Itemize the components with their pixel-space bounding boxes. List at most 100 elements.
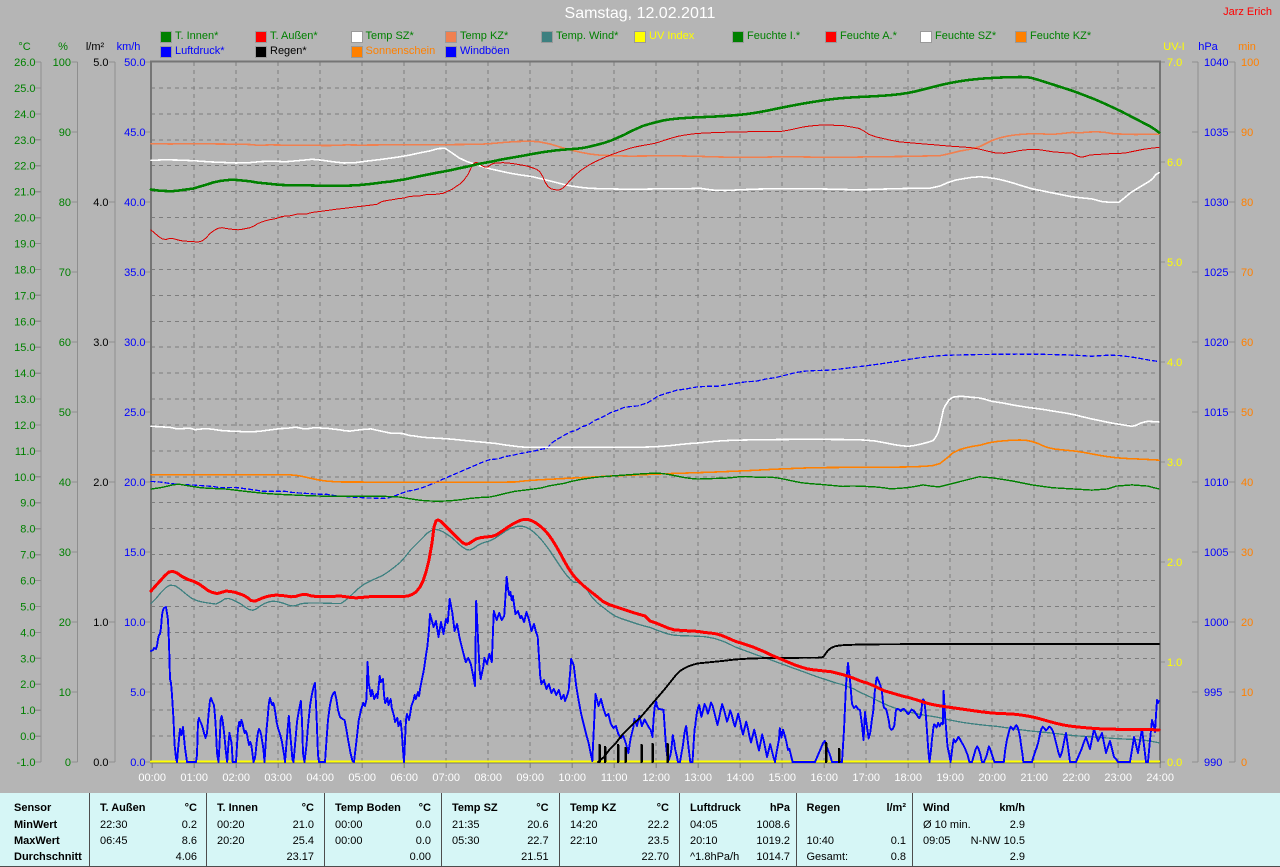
svg-text:25.0: 25.0 <box>14 83 35 95</box>
svg-text:10.0: 10.0 <box>124 617 145 629</box>
svg-text:0.0: 0.0 <box>20 731 35 743</box>
svg-text:40.0: 40.0 <box>124 197 145 209</box>
svg-text:24:00: 24:00 <box>1146 772 1174 784</box>
svg-text:6.0: 6.0 <box>1167 157 1182 169</box>
svg-text:50: 50 <box>1241 407 1253 419</box>
svg-text:80: 80 <box>59 197 71 209</box>
svg-text:0: 0 <box>65 757 71 769</box>
svg-text:-1.0: -1.0 <box>17 757 36 769</box>
svg-text:23:00: 23:00 <box>1104 772 1132 784</box>
svg-text:50.0: 50.0 <box>124 57 145 69</box>
svg-text:00:00: 00:00 <box>138 772 166 784</box>
svg-text:km/h: km/h <box>117 41 141 53</box>
svg-text:990: 990 <box>1204 757 1222 769</box>
svg-text:50: 50 <box>59 407 71 419</box>
svg-text:40: 40 <box>59 477 71 489</box>
svg-text:0: 0 <box>1241 757 1247 769</box>
svg-text:1.0: 1.0 <box>1167 657 1182 669</box>
svg-text:09:00: 09:00 <box>516 772 544 784</box>
svg-text:1.0: 1.0 <box>93 617 108 629</box>
svg-text:17.0: 17.0 <box>14 290 35 302</box>
svg-text:1025: 1025 <box>1204 267 1228 279</box>
svg-text:13:00: 13:00 <box>684 772 712 784</box>
svg-text:15:00: 15:00 <box>768 772 796 784</box>
svg-text:30.0: 30.0 <box>124 337 145 349</box>
svg-text:15.0: 15.0 <box>124 547 145 559</box>
svg-text:3.0: 3.0 <box>93 337 108 349</box>
svg-text:20: 20 <box>1241 617 1253 629</box>
svg-text:30: 30 <box>1241 547 1253 559</box>
svg-text:14:00: 14:00 <box>726 772 754 784</box>
svg-text:2.0: 2.0 <box>20 679 35 691</box>
svg-text:70: 70 <box>59 267 71 279</box>
svg-text:17:00: 17:00 <box>852 772 880 784</box>
svg-text:80: 80 <box>1241 197 1253 209</box>
svg-text:24.0: 24.0 <box>14 109 35 121</box>
svg-text:20:00: 20:00 <box>978 772 1006 784</box>
svg-text:9.0: 9.0 <box>20 498 35 510</box>
svg-text:5.0: 5.0 <box>93 57 108 69</box>
svg-text:02:00: 02:00 <box>222 772 250 784</box>
svg-text:01:00: 01:00 <box>180 772 208 784</box>
svg-text:5.0: 5.0 <box>1167 257 1182 269</box>
svg-text:30: 30 <box>59 547 71 559</box>
svg-text:19:00: 19:00 <box>936 772 964 784</box>
svg-text:45.0: 45.0 <box>124 127 145 139</box>
svg-text:1030: 1030 <box>1204 197 1228 209</box>
svg-text:6.0: 6.0 <box>20 576 35 588</box>
svg-text:11:00: 11:00 <box>601 772 628 784</box>
svg-text:995: 995 <box>1204 687 1222 699</box>
svg-text:1.0: 1.0 <box>20 705 35 717</box>
svg-text:22:00: 22:00 <box>1062 772 1090 784</box>
svg-text:26.0: 26.0 <box>14 57 35 69</box>
svg-text:16.0: 16.0 <box>14 316 35 328</box>
svg-text:1010: 1010 <box>1204 477 1228 489</box>
svg-text:08:00: 08:00 <box>474 772 502 784</box>
svg-text:14.0: 14.0 <box>14 368 35 380</box>
svg-text:20.0: 20.0 <box>14 213 35 225</box>
svg-text:03:00: 03:00 <box>264 772 292 784</box>
svg-text:05:00: 05:00 <box>348 772 376 784</box>
svg-text:21:00: 21:00 <box>1020 772 1048 784</box>
svg-text:1040: 1040 <box>1204 57 1228 69</box>
svg-text:1015: 1015 <box>1204 407 1228 419</box>
svg-text:60: 60 <box>59 337 71 349</box>
svg-text:90: 90 <box>1241 127 1253 139</box>
svg-text:°C: °C <box>18 41 30 53</box>
svg-text:1000: 1000 <box>1204 617 1228 629</box>
svg-text:7.0: 7.0 <box>20 550 35 562</box>
svg-text:1020: 1020 <box>1204 337 1228 349</box>
svg-text:16:00: 16:00 <box>810 772 838 784</box>
svg-text:2.0: 2.0 <box>93 477 108 489</box>
svg-text:18.0: 18.0 <box>14 264 35 276</box>
svg-text:60: 60 <box>1241 337 1253 349</box>
svg-text:40: 40 <box>1241 477 1253 489</box>
svg-text:15.0: 15.0 <box>14 342 35 354</box>
svg-text:12:00: 12:00 <box>642 772 670 784</box>
svg-text:100: 100 <box>1241 57 1259 69</box>
svg-text:20.0: 20.0 <box>124 477 145 489</box>
svg-text:8.0: 8.0 <box>20 524 35 536</box>
svg-text:3.0: 3.0 <box>1167 457 1182 469</box>
svg-text:20: 20 <box>59 617 71 629</box>
svg-text:2.0: 2.0 <box>1167 557 1182 569</box>
svg-text:11.0: 11.0 <box>15 446 36 458</box>
svg-text:UV-I: UV-I <box>1163 41 1184 53</box>
svg-text:l/m²: l/m² <box>86 41 105 53</box>
svg-text:07:00: 07:00 <box>432 772 460 784</box>
svg-text:3.0: 3.0 <box>20 653 35 665</box>
svg-text:21.0: 21.0 <box>14 187 35 199</box>
svg-text:12.0: 12.0 <box>14 420 35 432</box>
svg-text:18:00: 18:00 <box>894 772 922 784</box>
svg-text:%: % <box>58 41 68 53</box>
svg-text:23.0: 23.0 <box>14 135 35 147</box>
svg-text:10: 10 <box>59 687 71 699</box>
svg-text:10:00: 10:00 <box>558 772 586 784</box>
svg-text:1035: 1035 <box>1204 127 1228 139</box>
svg-text:90: 90 <box>59 127 71 139</box>
svg-text:5.0: 5.0 <box>130 687 145 699</box>
svg-text:06:00: 06:00 <box>390 772 418 784</box>
svg-text:04:00: 04:00 <box>306 772 334 784</box>
svg-text:25.0: 25.0 <box>124 407 145 419</box>
svg-text:hPa: hPa <box>1198 41 1218 53</box>
